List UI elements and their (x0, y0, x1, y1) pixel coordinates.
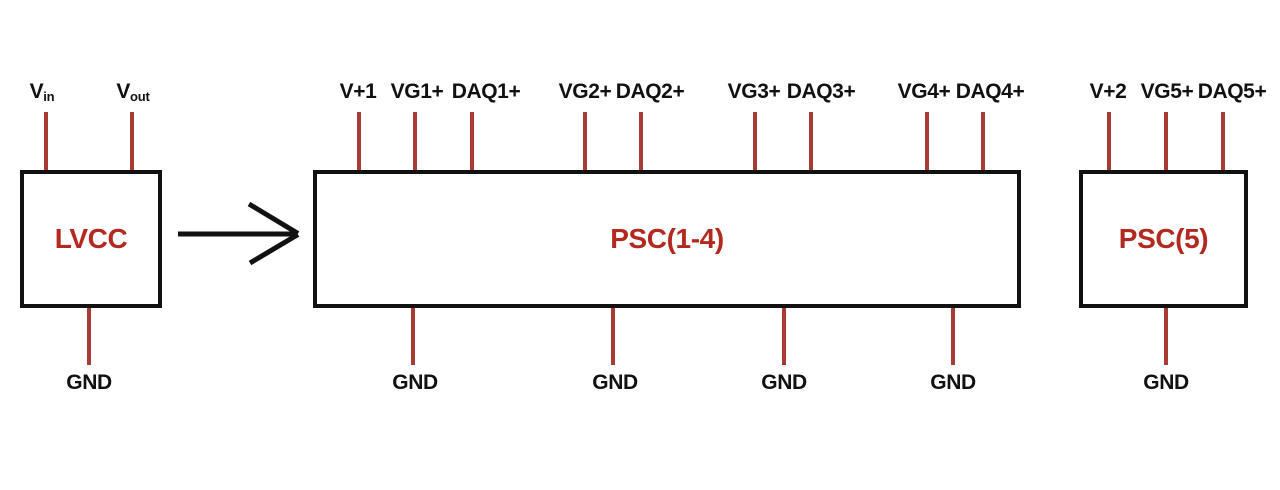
psc5-pin-label-vg5: VG5+ (1140, 80, 1194, 103)
lvcc-pin-label-vin: Vin (30, 80, 55, 109)
psc5-gnd-label: GND (1143, 371, 1189, 394)
psc5-v2-pin-wire (1107, 112, 1111, 170)
lvcc-block-label: LVCC (54, 223, 128, 254)
psc14-daq1-pin-wire (470, 112, 474, 170)
psc5-block: PSC(5) (1079, 170, 1248, 308)
psc14-v1-pin-wire (357, 112, 361, 170)
psc5-pin-label-daq5: DAQ5+ (1197, 80, 1267, 103)
psc5-vg5-pin-wire (1164, 112, 1168, 170)
psc5-block-label: PSC(5) (1118, 223, 1209, 254)
psc14-block: PSC(1-4) (313, 170, 1021, 308)
psc14-vg4-pin-wire (925, 112, 929, 170)
vout-main-text: V (116, 80, 130, 103)
psc14-gnd1-label: GND (392, 371, 438, 394)
lvcc-vin-pin-wire (44, 112, 48, 170)
psc14-vg1-pin-wire (413, 112, 417, 170)
psc14-pin-label-daq2: DAQ2+ (615, 80, 685, 103)
psc5-daq5-pin-wire (1221, 112, 1225, 170)
psc14-gnd3-pin-wire (782, 308, 786, 365)
lvcc-gnd-label: GND (66, 371, 112, 394)
psc14-pin-label-vg1: VG1+ (390, 80, 444, 103)
psc14-block-label: PSC(1-4) (610, 223, 724, 254)
psc14-gnd4-label: GND (930, 371, 976, 394)
psc14-pin-label-vg3: VG3+ (727, 80, 781, 103)
psc14-daq3-pin-wire (809, 112, 813, 170)
psc14-pin-label-vg2: VG2+ (558, 80, 612, 103)
flow-arrow-icon (172, 199, 304, 269)
vin-main-text: V (29, 80, 44, 103)
psc14-pin-label-v1: V+1 (339, 80, 377, 103)
psc14-pin-label-vg4: VG4+ (897, 80, 951, 103)
psc14-daq2-pin-wire (639, 112, 643, 170)
psc5-gnd-pin-wire (1164, 308, 1168, 365)
vout-sub-text: out (129, 89, 150, 104)
psc14-gnd4-pin-wire (951, 308, 955, 365)
vin-sub-text: in (43, 89, 55, 104)
psc5-pin-label-v2: V+2 (1089, 80, 1127, 103)
psc14-vg3-pin-wire (753, 112, 757, 170)
lvcc-vout-pin-wire (130, 112, 134, 170)
lvcc-gnd-pin-wire (87, 308, 91, 365)
psc14-gnd1-pin-wire (411, 308, 415, 365)
psc14-pin-label-daq1: DAQ1+ (451, 80, 521, 103)
psc14-gnd3-label: GND (761, 371, 807, 394)
psc14-vg2-pin-wire (583, 112, 587, 170)
lvcc-block: LVCC (20, 170, 162, 308)
psc14-gnd2-pin-wire (611, 308, 615, 365)
psc14-pin-label-daq4: DAQ4+ (955, 80, 1025, 103)
psc14-daq4-pin-wire (981, 112, 985, 170)
psc14-gnd2-label: GND (592, 371, 638, 394)
psc14-pin-label-daq3: DAQ3+ (786, 80, 856, 103)
lvcc-pin-label-vout: Vout (116, 80, 149, 109)
